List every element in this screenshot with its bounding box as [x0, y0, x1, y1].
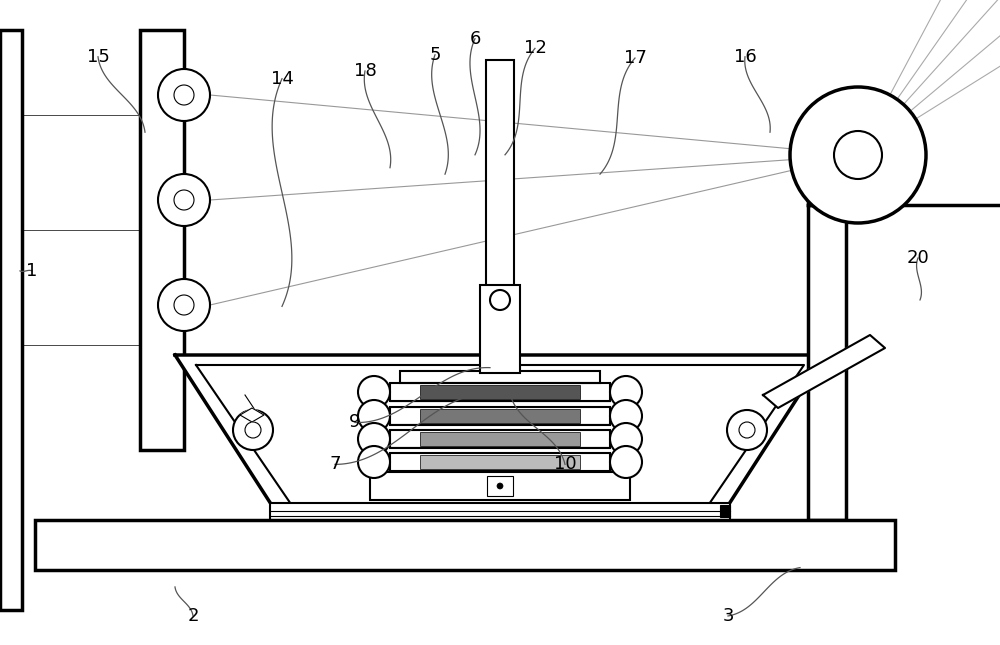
- Text: 18: 18: [354, 62, 376, 80]
- Text: 1: 1: [26, 262, 38, 280]
- Circle shape: [610, 446, 642, 478]
- Circle shape: [158, 279, 210, 331]
- Bar: [480, 285, 520, 373]
- Bar: [390, 407, 610, 425]
- Circle shape: [358, 423, 390, 455]
- Bar: [420, 455, 580, 469]
- Circle shape: [358, 376, 390, 408]
- Circle shape: [834, 131, 882, 179]
- Bar: [420, 432, 580, 446]
- Circle shape: [174, 85, 194, 105]
- Bar: [390, 453, 610, 471]
- Circle shape: [358, 400, 390, 432]
- Text: 3: 3: [722, 607, 734, 625]
- Text: 6: 6: [469, 30, 481, 48]
- Circle shape: [158, 69, 210, 121]
- Bar: [370, 472, 630, 500]
- Circle shape: [610, 423, 642, 455]
- Bar: [140, 30, 184, 450]
- Circle shape: [174, 190, 194, 210]
- Circle shape: [727, 410, 767, 450]
- Circle shape: [610, 376, 642, 408]
- Text: 5: 5: [429, 46, 441, 64]
- Bar: [390, 383, 610, 401]
- Text: 7: 7: [329, 455, 341, 473]
- Bar: [0, 30, 22, 610]
- Text: 2: 2: [187, 607, 199, 625]
- Polygon shape: [763, 335, 885, 408]
- Polygon shape: [175, 355, 825, 518]
- Text: 14: 14: [271, 70, 293, 88]
- Text: 10: 10: [554, 455, 576, 473]
- Text: 12: 12: [524, 39, 546, 57]
- Circle shape: [490, 290, 510, 310]
- Circle shape: [610, 400, 642, 432]
- Circle shape: [245, 422, 261, 438]
- Text: 9: 9: [349, 413, 361, 432]
- Text: 16: 16: [734, 48, 756, 66]
- Circle shape: [790, 87, 926, 223]
- Circle shape: [739, 422, 755, 438]
- Bar: [420, 385, 580, 399]
- Bar: [35, 520, 895, 570]
- Bar: [420, 409, 580, 423]
- Bar: [400, 371, 600, 383]
- Circle shape: [233, 410, 273, 450]
- Circle shape: [174, 295, 194, 315]
- Text: 15: 15: [87, 48, 109, 66]
- Bar: [808, 205, 846, 520]
- Circle shape: [497, 483, 503, 489]
- Bar: [720, 505, 730, 517]
- Bar: [270, 503, 730, 521]
- Polygon shape: [240, 408, 264, 422]
- Bar: [487, 476, 513, 496]
- Circle shape: [158, 174, 210, 226]
- Bar: [486, 60, 514, 290]
- Bar: [390, 430, 610, 448]
- Text: 20: 20: [907, 249, 929, 267]
- Circle shape: [358, 446, 390, 478]
- Text: 17: 17: [624, 49, 646, 67]
